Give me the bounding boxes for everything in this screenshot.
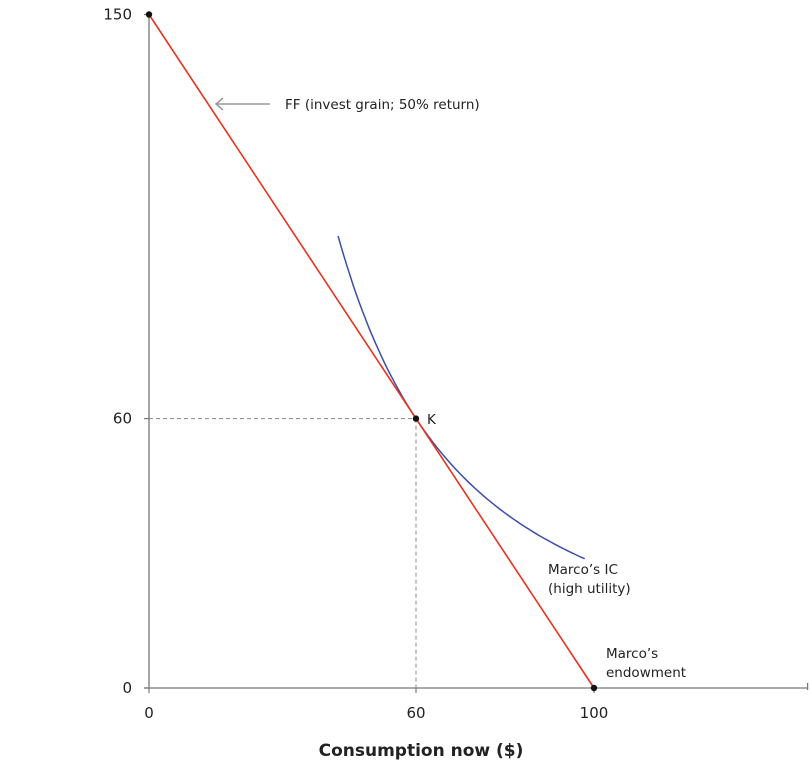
endowment-label-line1: Marco’s bbox=[606, 646, 658, 662]
ff-annotation: FF (invest grain; 50% return) bbox=[214, 97, 480, 113]
endowment-label-line2: endowment bbox=[606, 665, 686, 681]
ic-label-line1: Marco’s IC bbox=[548, 562, 618, 578]
ic-label-line2: (high utility) bbox=[548, 581, 631, 597]
ticks: 0 60 100 0 60 150 bbox=[103, 6, 608, 723]
x-tick-label: 60 bbox=[406, 704, 425, 722]
x-axis-label: Consumption now ($) bbox=[319, 741, 524, 761]
ff-arrowhead bbox=[214, 97, 224, 111]
point-marker bbox=[145, 11, 153, 18]
point-k bbox=[412, 415, 420, 422]
x-tick-label: 100 bbox=[580, 704, 609, 722]
y-tick-label: 60 bbox=[113, 410, 132, 428]
y-tick-label: 0 bbox=[122, 679, 132, 697]
x-tick-label: 0 bbox=[144, 704, 154, 722]
feasible-frontier-line bbox=[148, 14, 595, 689]
ff-label: FF (invest grain; 50% return) bbox=[285, 97, 480, 113]
y-tick-label: 150 bbox=[103, 6, 132, 24]
point-k-label: K bbox=[427, 412, 437, 428]
indifference-curve bbox=[337, 235, 585, 560]
axes bbox=[144, 14, 809, 690]
guides bbox=[149, 418, 417, 688]
point-marker bbox=[590, 684, 598, 692]
points bbox=[145, 11, 598, 692]
